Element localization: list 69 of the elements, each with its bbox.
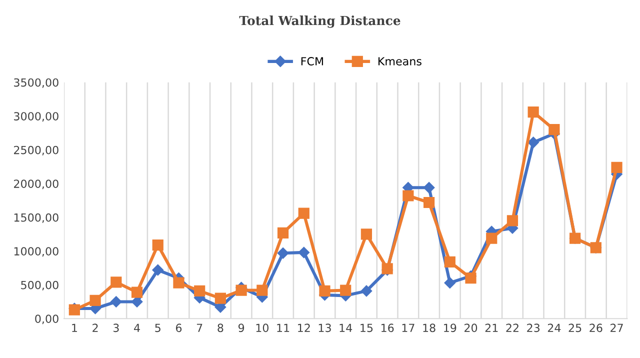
point [486, 232, 498, 244]
legend-label: FCM [301, 57, 323, 66]
y-tick-label: 3500,00 [14, 78, 58, 88]
x-tick-label: 21 [485, 324, 498, 332]
point [298, 208, 310, 219]
point [402, 190, 414, 202]
point [319, 285, 330, 296]
x-tick-label: 27 [610, 324, 623, 332]
point [256, 284, 268, 296]
x-tick-label: 20 [464, 324, 478, 332]
point [277, 248, 289, 259]
y-tick-label: 500,00 [21, 280, 58, 290]
x-tick-label: 23 [527, 324, 540, 332]
point [528, 136, 539, 148]
point [236, 284, 247, 296]
x-tick-label: 25 [568, 324, 582, 332]
point [298, 246, 310, 258]
point [506, 215, 518, 226]
x-tick-label: 13 [318, 324, 331, 332]
y-tick-label: 3000,00 [14, 112, 58, 122]
x-tick-label: 10 [256, 324, 268, 332]
x-tick-label: 18 [423, 324, 436, 332]
y-tick-label: 1500,00 [14, 213, 58, 223]
legend-label: Kmeans [378, 57, 422, 66]
x-tick-label: 15 [360, 324, 373, 332]
x-tick-label: 19 [444, 324, 456, 332]
x-tick-label: 8 [218, 324, 224, 332]
x-tick-label: 12 [298, 324, 310, 332]
point [423, 182, 435, 194]
x-tick-label: 6 [176, 324, 182, 332]
point [90, 294, 101, 306]
x-tick-label: 22 [506, 324, 518, 332]
point [110, 276, 122, 288]
point [444, 256, 456, 268]
x-tick-label: 2 [92, 324, 98, 332]
x-tick-label: 9 [238, 324, 244, 332]
x-tick-label: 17 [402, 324, 414, 332]
point [152, 264, 164, 276]
point [465, 272, 476, 284]
point [444, 277, 456, 288]
x-tick-label: 24 [548, 324, 561, 332]
point [360, 285, 372, 297]
x-tick-label: 1 [72, 324, 77, 332]
point [194, 285, 206, 296]
chart-title: Total Walking Distance [239, 16, 400, 28]
point [340, 284, 352, 296]
point [131, 286, 143, 298]
point [214, 292, 226, 304]
x-tick-label: 3 [113, 324, 119, 332]
x-tick-label: 4 [134, 324, 140, 332]
point [131, 296, 143, 308]
point [152, 239, 164, 251]
point [423, 196, 435, 208]
x-tick-label: 26 [590, 324, 602, 332]
x-tick-label: 5 [155, 324, 160, 332]
y-tick-label: 2500,00 [14, 146, 58, 156]
x-tick-label: 14 [340, 324, 352, 332]
x-tick-label: 7 [196, 324, 202, 332]
point [277, 227, 289, 238]
point [110, 296, 122, 308]
point [173, 277, 184, 288]
y-tick-label: 0,00 [35, 314, 58, 324]
y-tick-label: 1000,00 [14, 247, 58, 257]
point [360, 228, 372, 240]
x-tick-label: 16 [381, 324, 394, 332]
y-tick-label: 2000,00 [14, 180, 58, 190]
x-tick-label: 11 [277, 324, 290, 332]
point [611, 162, 622, 173]
point [528, 106, 539, 118]
